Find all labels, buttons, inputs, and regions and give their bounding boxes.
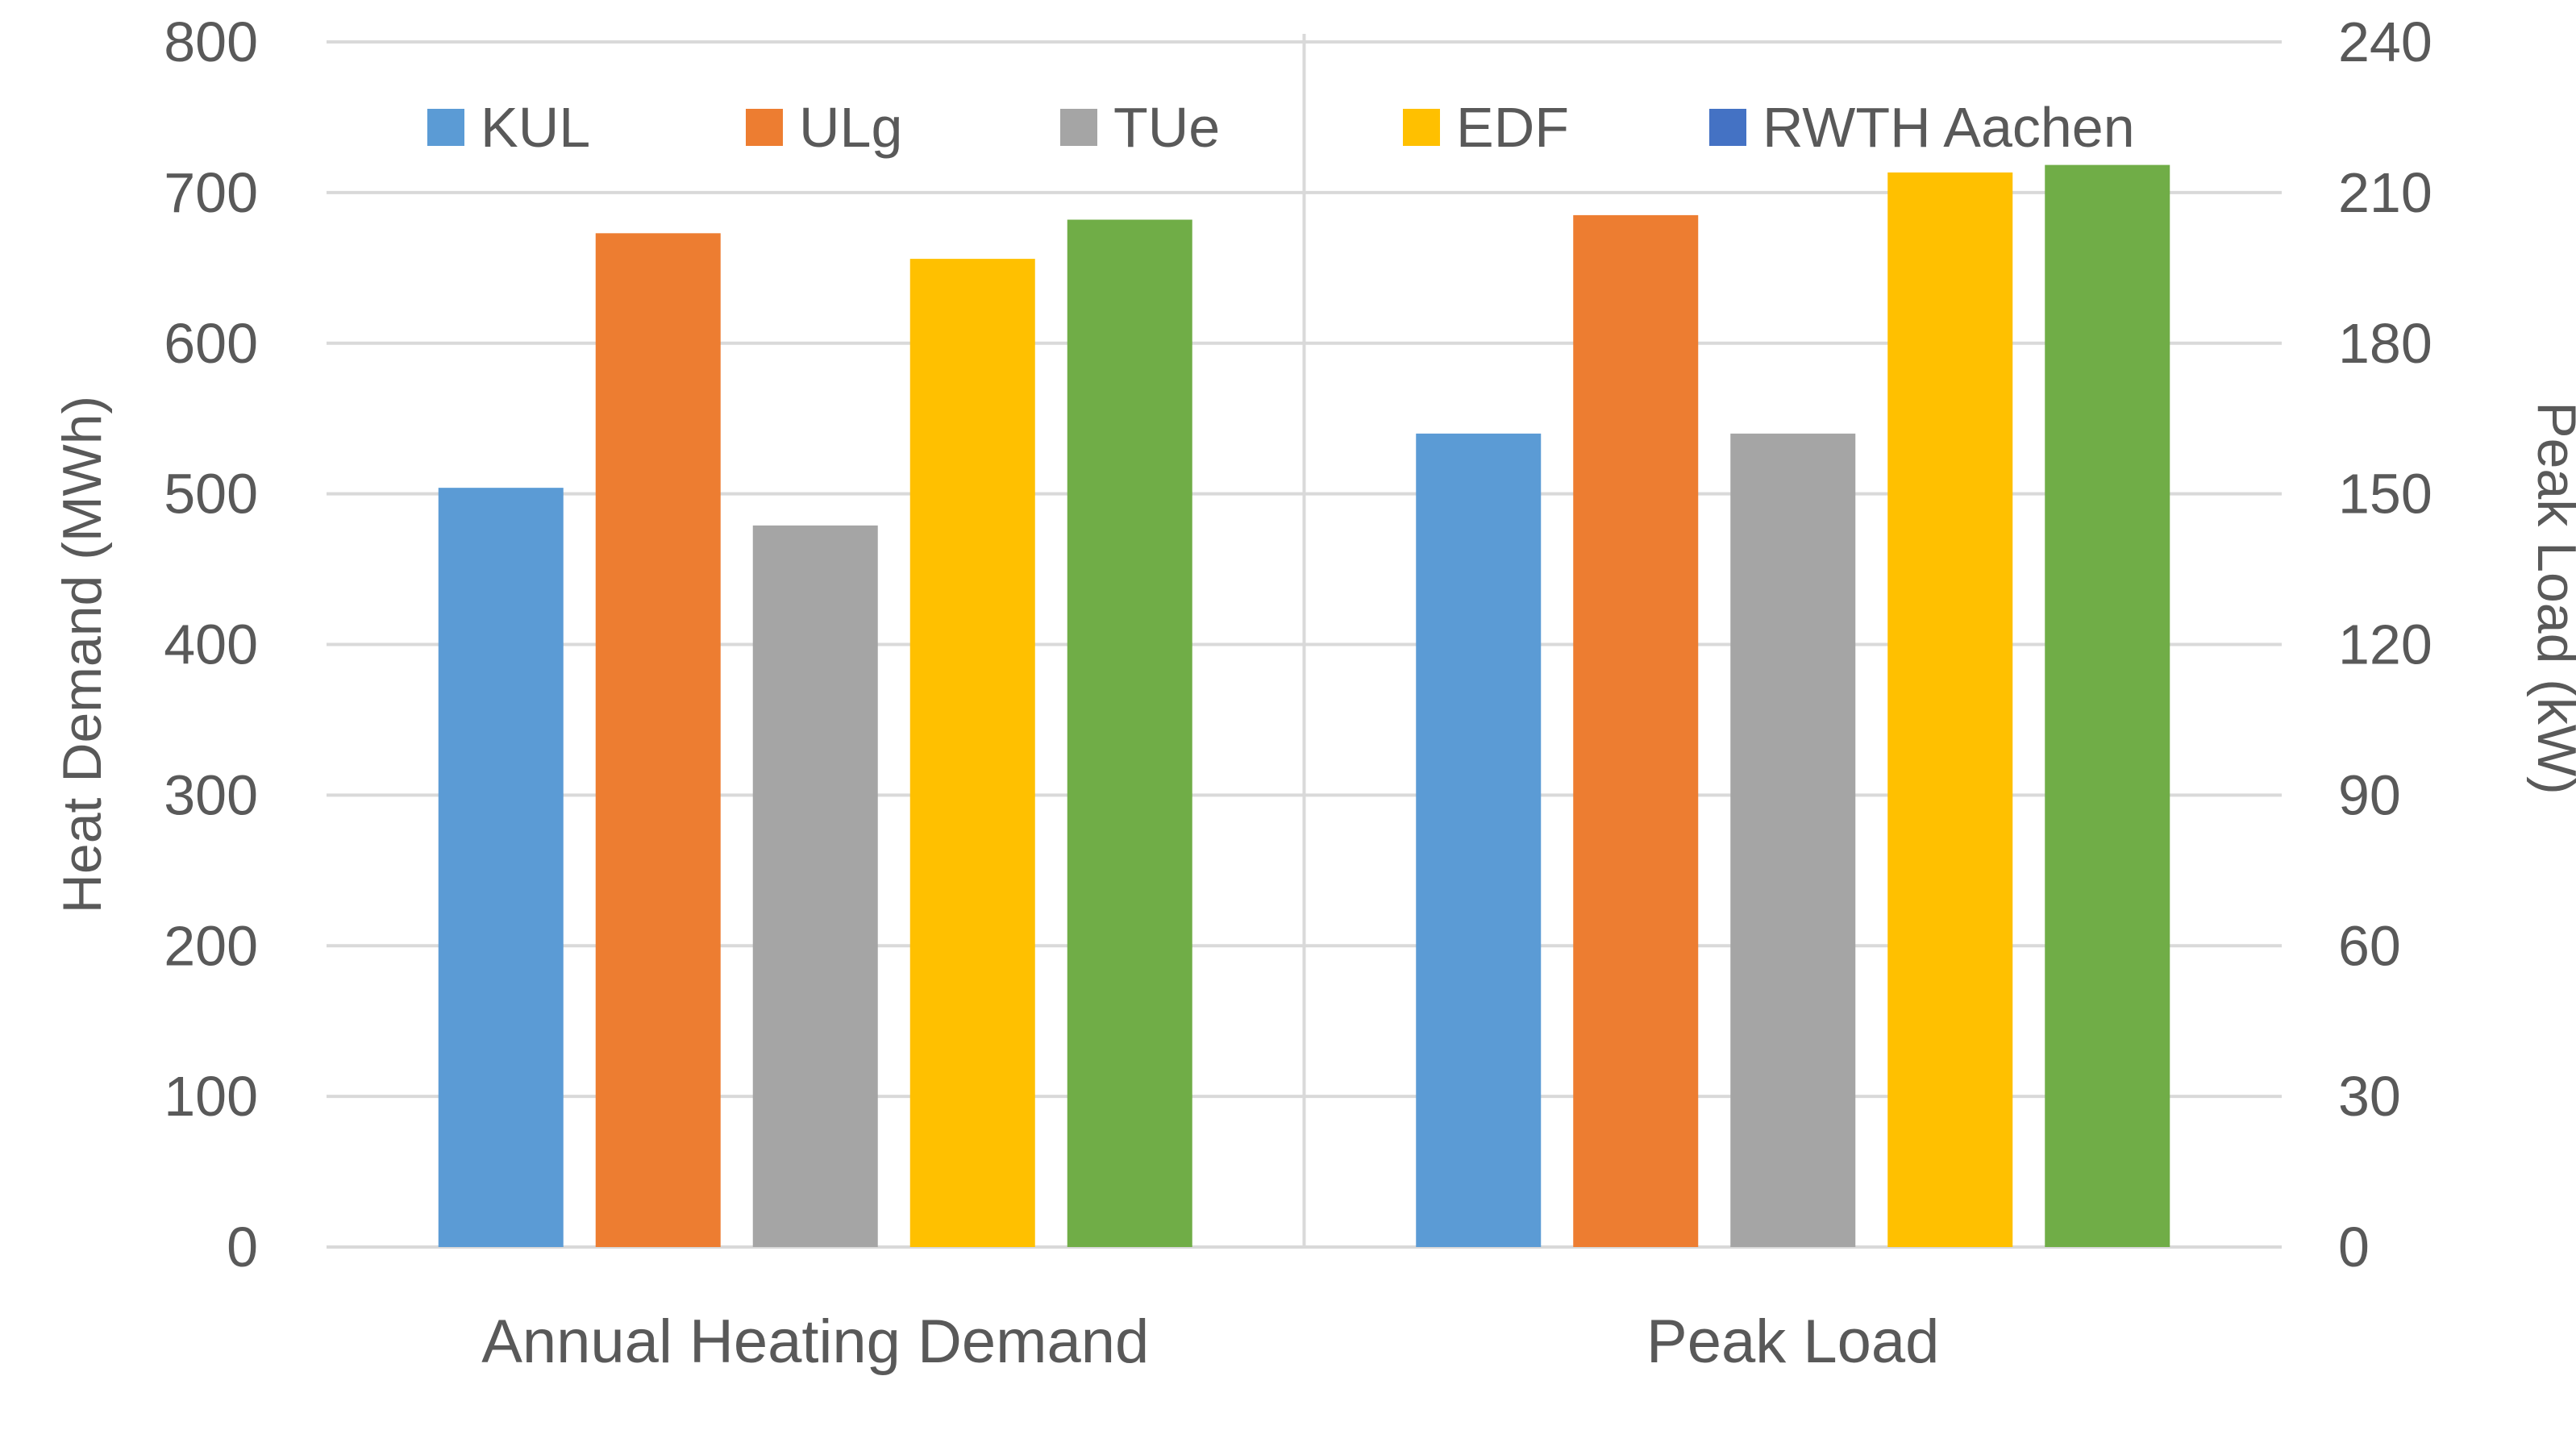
y-tick-label: 200	[164, 914, 258, 977]
legend-label: EDF	[1456, 96, 1569, 159]
bar-kul	[1416, 433, 1542, 1247]
legend-swatch	[427, 109, 464, 146]
y2-axis-label: Peak Load (kW)	[2526, 401, 2576, 795]
legend-swatch	[1403, 109, 1440, 146]
legend-swatch	[1060, 109, 1097, 146]
bar-kul	[438, 488, 564, 1247]
legend-label: TUe	[1113, 96, 1220, 159]
y2-tick-label: 240	[2338, 10, 2432, 73]
y2-tick-label: 180	[2338, 312, 2432, 375]
y2-tick-label: 90	[2338, 763, 2401, 826]
legend-swatch	[1709, 109, 1746, 146]
y-tick-label: 300	[164, 763, 258, 826]
y2-tick-label: 30	[2338, 1065, 2401, 1128]
y-tick-label: 0	[227, 1216, 258, 1278]
y2-tick-label: 210	[2338, 161, 2432, 224]
legend: KUL ULg TUe EDF RWTH Aachen	[427, 96, 2135, 159]
x-tick-label: Peak Load	[1646, 1307, 1939, 1376]
legend-swatch	[746, 109, 783, 146]
bar-rwth-aachen	[2045, 164, 2170, 1247]
bar-edf	[1887, 172, 2013, 1247]
bar-tue	[1730, 433, 1856, 1247]
y-tick-label: 100	[164, 1065, 258, 1128]
y2-tick-label: 60	[2338, 914, 2401, 977]
y2-tick-label: 0	[2338, 1216, 2370, 1278]
legend-label: ULg	[799, 96, 902, 159]
axes: 0 0 100 30 200 60 300 90 400 120 500 150 600 180 700 21…	[164, 10, 2432, 1376]
y-tick-label: 400	[164, 613, 258, 676]
y2-tick-label: 150	[2338, 463, 2432, 526]
y-tick-label: 500	[164, 463, 258, 526]
y2-tick-label: 120	[2338, 613, 2432, 676]
bars	[438, 164, 2170, 1248]
x-tick-label: Annual Heating Demand	[481, 1307, 1149, 1376]
bar-tue	[752, 525, 878, 1247]
y-tick-label: 700	[164, 161, 258, 224]
bar-edf	[909, 259, 1035, 1248]
y-tick-label: 600	[164, 312, 258, 375]
legend-label: RWTH Aachen	[1762, 96, 2135, 159]
bar-ulg	[595, 233, 721, 1247]
bar-ulg	[1573, 214, 1699, 1247]
y-tick-label: 800	[164, 10, 258, 73]
legend-label: KUL	[481, 96, 590, 159]
y-axis-label: Heat Demand (MWh)	[52, 396, 113, 913]
bar-rwth-aachen	[1067, 219, 1192, 1248]
